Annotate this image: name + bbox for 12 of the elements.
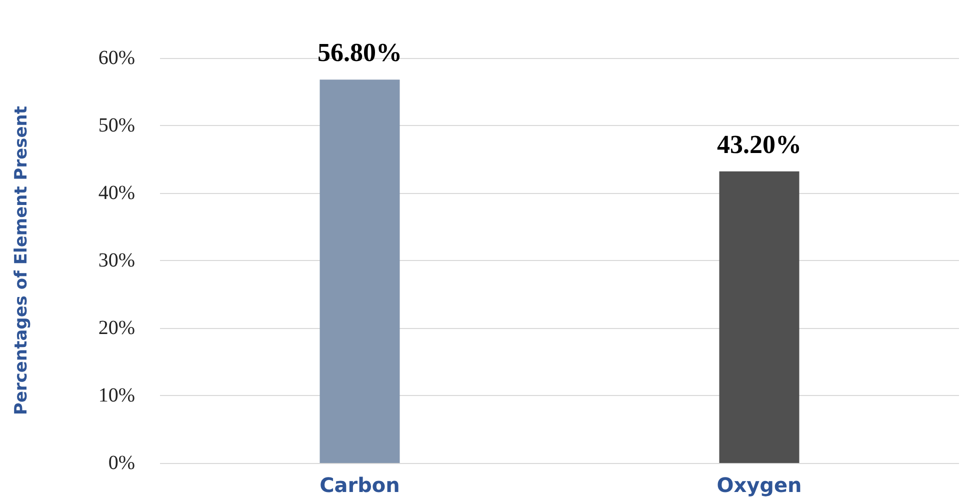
y-tick-label: 0%	[108, 452, 135, 474]
y-tick-label: 50%	[98, 114, 135, 136]
y-tick-label: 30%	[98, 250, 135, 272]
y-tick-label: 40%	[98, 182, 135, 204]
y-tick-label: 10%	[98, 384, 135, 406]
data-label: 56.80%	[318, 38, 402, 68]
y-tick-label: 20%	[98, 317, 135, 339]
y-axis-title: Percentages of Element Present	[12, 106, 32, 416]
x-tick-label: Carbon	[320, 473, 400, 497]
x-tick-label: Oxygen	[716, 473, 802, 497]
y-tick-label: 60%	[98, 47, 135, 69]
data-label: 43.20%	[717, 130, 802, 159]
